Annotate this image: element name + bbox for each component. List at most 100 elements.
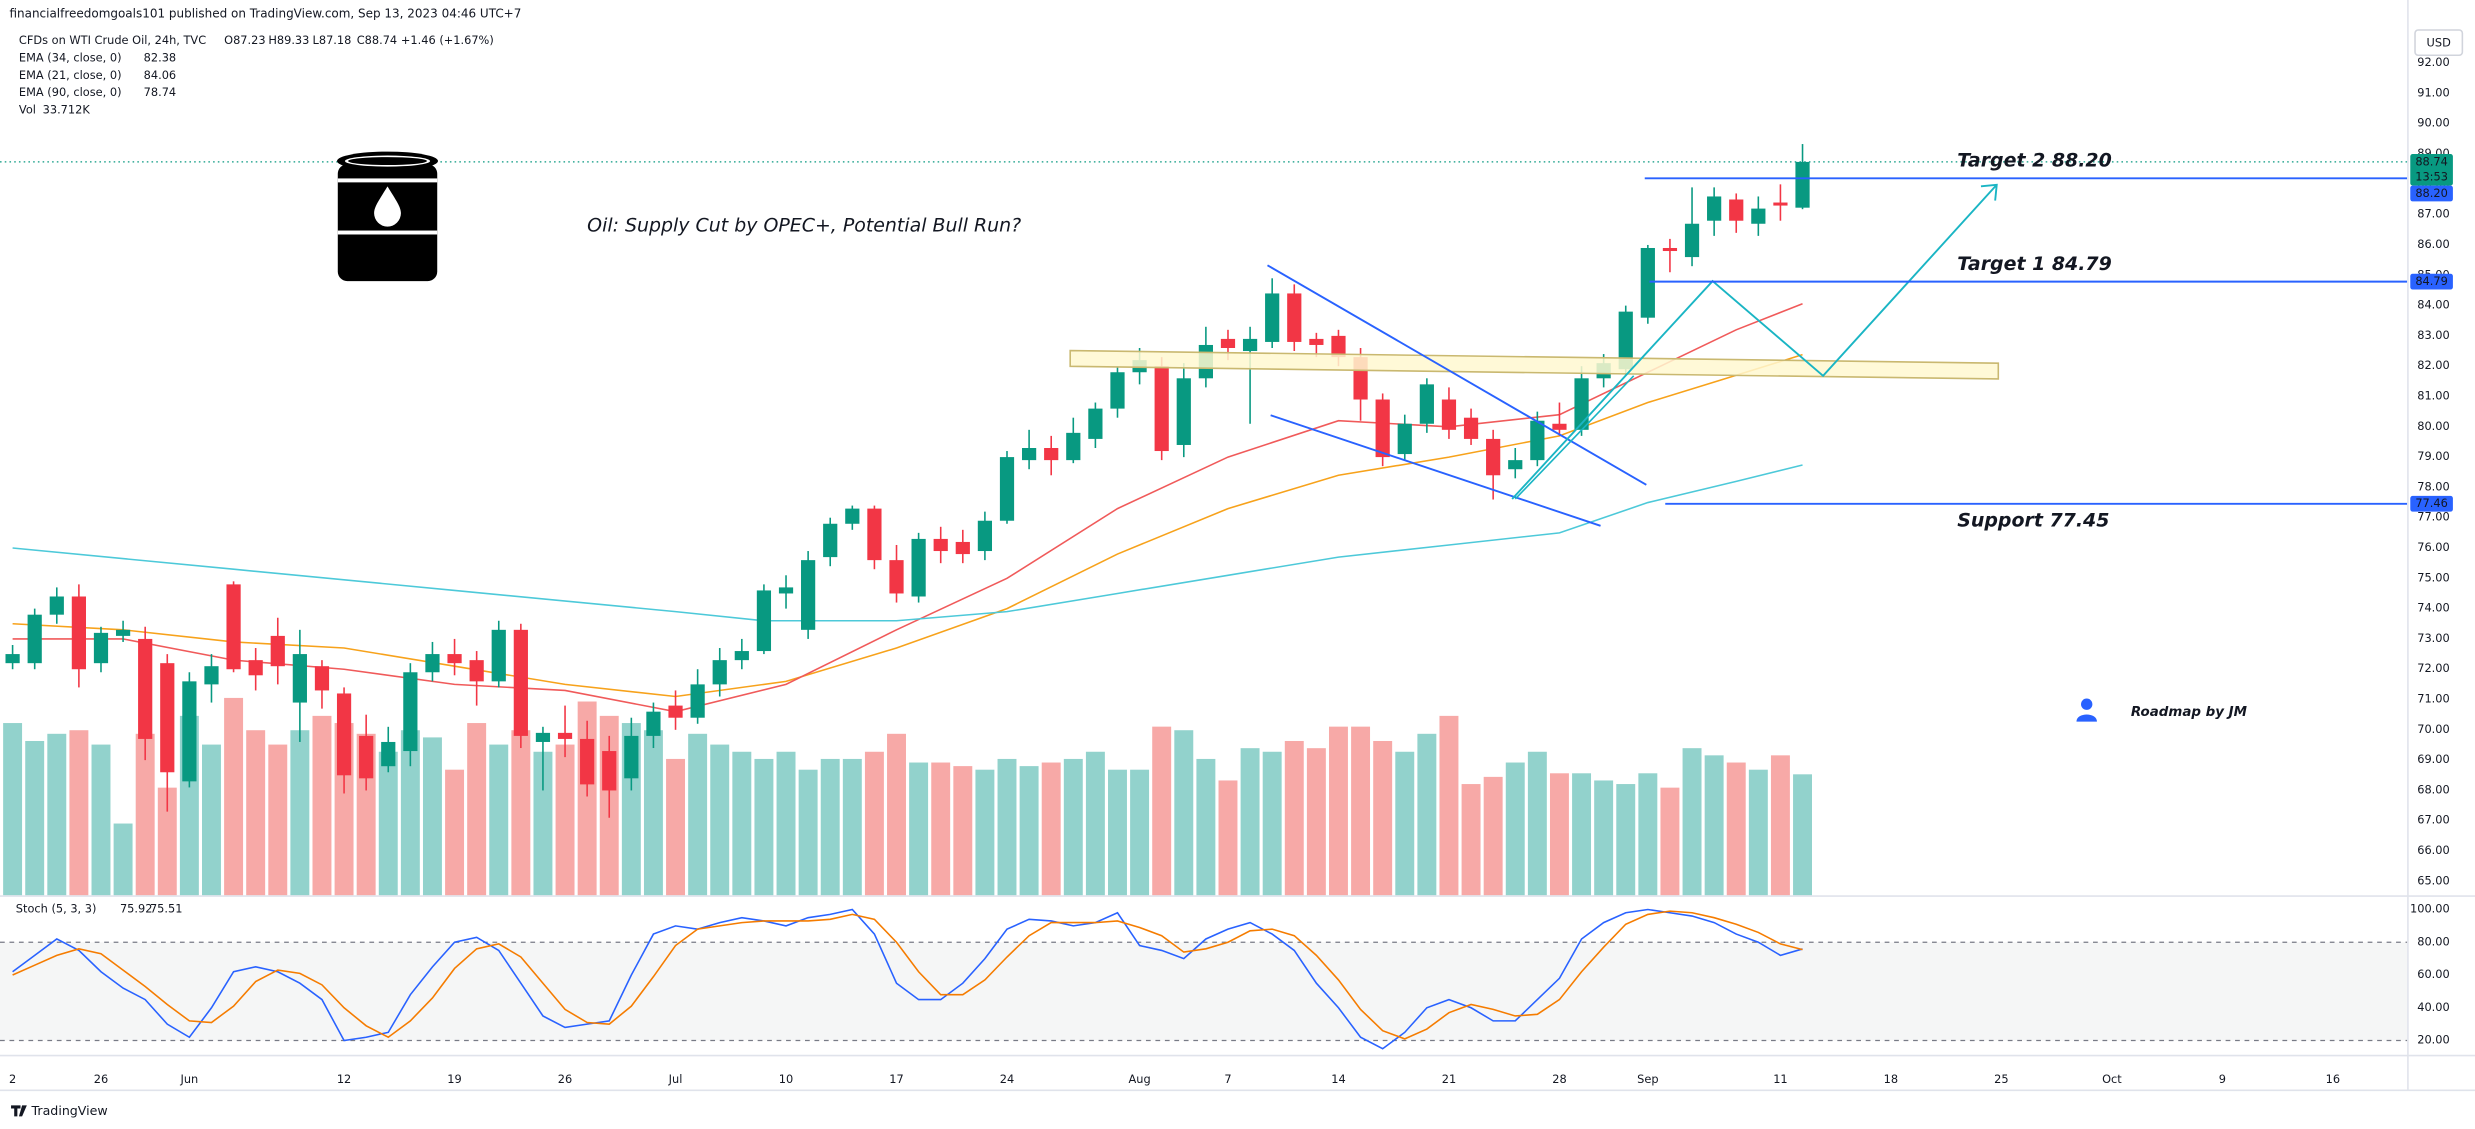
x-tick-label: 9 xyxy=(2219,1072,2226,1086)
volume-bar xyxy=(754,758,774,896)
candle-body xyxy=(1331,335,1346,358)
text-layer: financialfreedomgoals101 published on Tr… xyxy=(9,7,2247,1118)
ohlc-legend: C88.74 xyxy=(357,33,397,47)
volume-bar xyxy=(975,769,995,896)
candle-body xyxy=(1574,378,1589,430)
volume-bar xyxy=(997,758,1017,896)
candle-body xyxy=(160,663,175,773)
volume-bar xyxy=(1461,784,1481,896)
volume-bar xyxy=(1152,726,1172,896)
candle-body xyxy=(1066,432,1081,461)
candle-body xyxy=(5,654,20,664)
candle-body xyxy=(867,508,882,561)
y-tick-label: 69.00 xyxy=(2417,752,2450,766)
candle-body xyxy=(1110,372,1125,409)
y-tick-label: 76.00 xyxy=(2417,540,2450,554)
currency: USD xyxy=(2427,35,2452,49)
candle-body xyxy=(889,560,904,594)
volume-bar xyxy=(1527,751,1547,896)
candle-body xyxy=(624,735,639,779)
y-tick-label: 80.00 xyxy=(2417,419,2450,433)
candle-body xyxy=(580,738,595,785)
ohlc-legend: +1.46 (+1.67%) xyxy=(401,33,494,47)
author-head xyxy=(2081,698,2093,710)
candle-body xyxy=(138,638,153,739)
ema-legend-name: EMA (34, close, 0) xyxy=(19,50,122,64)
candle-body xyxy=(801,560,816,630)
pane-layer xyxy=(0,161,2408,1042)
y-tick-label: 87.00 xyxy=(2417,207,2450,221)
stoch-legend-name: Stoch (5, 3, 3) xyxy=(16,902,97,916)
candle-body xyxy=(359,735,374,779)
x-tick-label: 10 xyxy=(779,1072,793,1086)
stoch-line xyxy=(12,908,1803,1050)
volume-bar xyxy=(1505,762,1525,896)
y-tick-label: 77.00 xyxy=(2417,510,2450,524)
x-tick-label: 18 xyxy=(1884,1072,1898,1086)
volume-bar xyxy=(710,744,730,896)
candle-body xyxy=(447,654,462,664)
y-tick-label: 70.00 xyxy=(2417,722,2450,736)
volume-bar xyxy=(202,744,221,896)
x-tick-label: 2 xyxy=(9,1072,16,1086)
stoch-tick-label: 40.00 xyxy=(2417,1000,2450,1014)
candle-body xyxy=(381,741,396,767)
candle-body xyxy=(668,705,683,718)
level-label: Target 1 84.79 xyxy=(1957,253,2111,275)
candle-body xyxy=(1441,399,1457,430)
volume-bar xyxy=(1108,769,1127,896)
volume-bar xyxy=(400,730,420,896)
channel-lower xyxy=(1270,414,1601,527)
ema-legend-value: 78.74 xyxy=(144,85,177,99)
candle-body xyxy=(1265,293,1280,342)
stoch-legend-value: 75.92 xyxy=(120,902,153,916)
candle-body xyxy=(469,660,484,682)
ema-legend-value: 84.06 xyxy=(144,68,177,82)
y-tick-label: 73.00 xyxy=(2417,631,2450,645)
candle-body xyxy=(1486,438,1501,476)
y-tick-label: 86.00 xyxy=(2417,237,2450,251)
candle-body xyxy=(977,520,993,552)
x-tick-label: 26 xyxy=(558,1072,572,1086)
x-tick-label: Oct xyxy=(2102,1072,2122,1086)
candle-body xyxy=(1773,202,1788,206)
candle-body xyxy=(1684,223,1700,258)
candle-body xyxy=(71,596,86,670)
volume-bar xyxy=(909,762,929,896)
volume-layer xyxy=(3,697,1812,896)
x-tick-label: Jul xyxy=(668,1072,683,1086)
candle-body xyxy=(93,632,109,664)
volume-bar xyxy=(1306,748,1326,896)
candle-body xyxy=(1088,408,1103,439)
y-tick-label: 79.00 xyxy=(2417,449,2450,463)
level-label: Target 2 88.20 xyxy=(1957,149,2111,171)
candle-body xyxy=(336,693,352,776)
candle-body xyxy=(115,629,131,636)
y-tick-label: 66.00 xyxy=(2417,843,2450,857)
volume-bar xyxy=(1019,766,1039,896)
x-tick-label: 16 xyxy=(2326,1072,2340,1086)
stoch-tick-label: 100.00 xyxy=(2410,901,2450,915)
volume-bar xyxy=(1770,755,1790,896)
x-tick-label: 17 xyxy=(889,1072,903,1086)
x-tick-label: 11 xyxy=(1773,1072,1787,1086)
y-tick-label: 81.00 xyxy=(2417,388,2450,402)
ohlc-legend: H89.33 xyxy=(268,33,309,47)
x-tick-label: 14 xyxy=(1331,1072,1345,1086)
volume-bar xyxy=(467,723,487,896)
candle-body xyxy=(712,660,727,685)
volume-bar xyxy=(1417,733,1437,896)
ohlc-legend: O87.23 xyxy=(224,33,265,47)
y-tick-label: 83.00 xyxy=(2417,328,2450,342)
volume-bar xyxy=(1594,780,1614,896)
volume-bar xyxy=(1682,748,1702,896)
candle-body xyxy=(314,666,330,691)
volume-bar xyxy=(1218,780,1238,896)
author-body xyxy=(2076,714,2097,722)
volume-bar xyxy=(157,787,177,896)
volume-bar xyxy=(555,744,575,896)
candle-body xyxy=(1751,208,1766,224)
candle-body xyxy=(690,684,705,718)
volume-bar xyxy=(842,758,862,896)
x-tick-label: 26 xyxy=(94,1072,108,1086)
